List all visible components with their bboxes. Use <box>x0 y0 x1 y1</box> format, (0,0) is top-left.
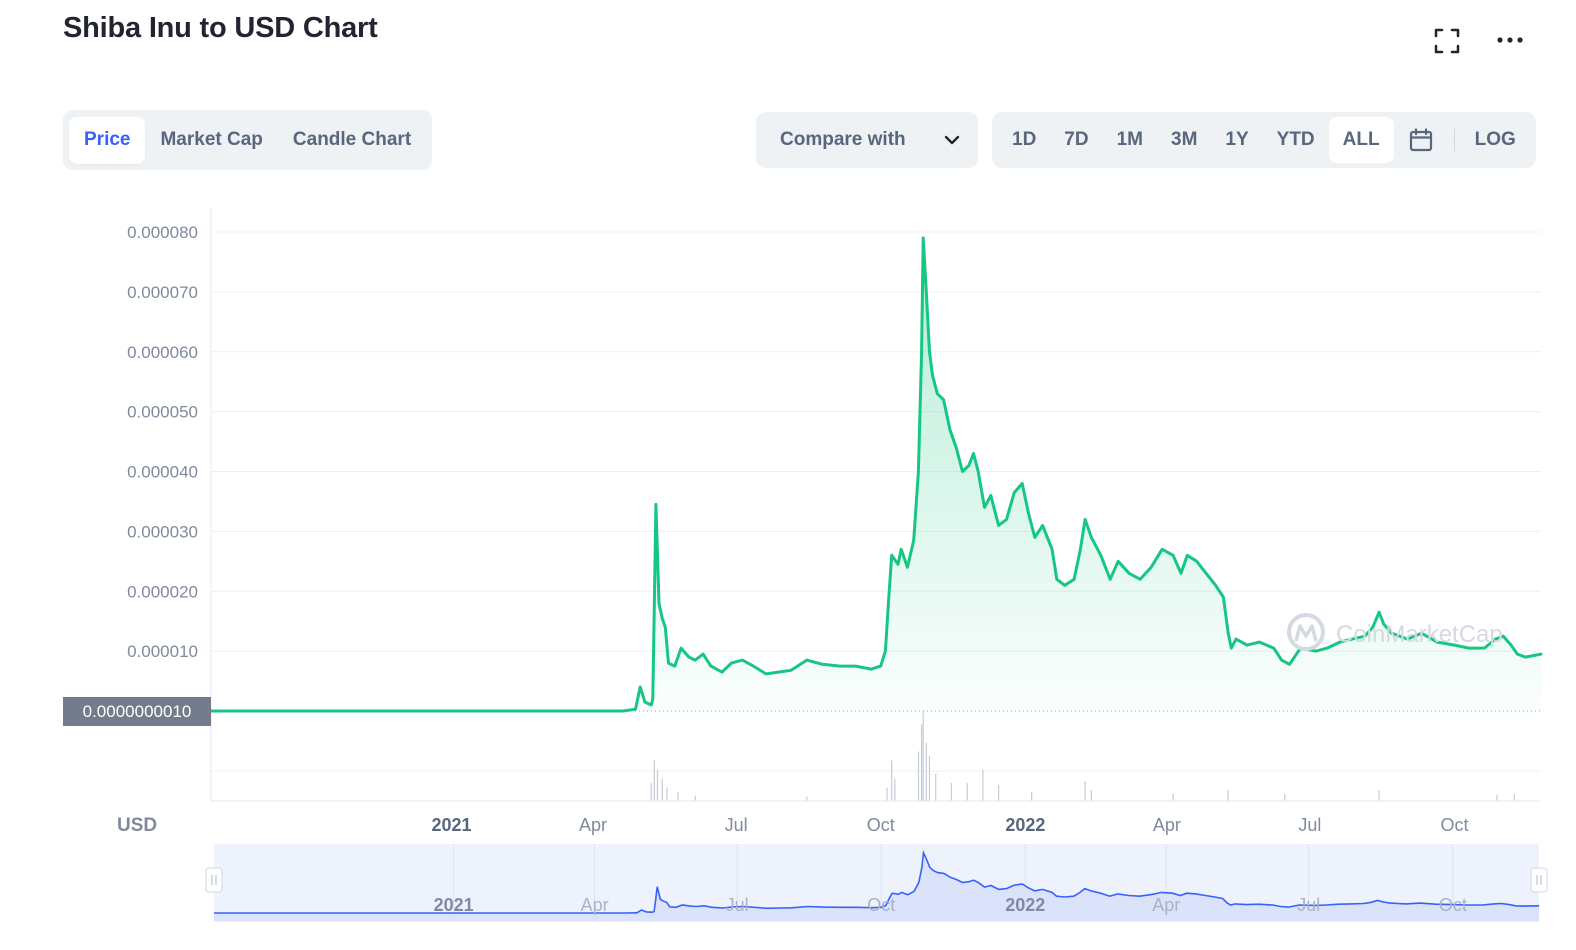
page-title: Shiba Inu to USD Chart <box>63 12 378 44</box>
watermark-text: CoinMarketCap <box>1336 621 1503 648</box>
volume-bar <box>653 760 655 801</box>
navigator-tick-label: Oct <box>867 895 895 915</box>
volume-bar <box>694 795 696 801</box>
chevron-down-icon <box>944 135 960 145</box>
volume-bar <box>925 742 927 801</box>
volume-bar <box>1090 790 1092 801</box>
price-area-fill <box>211 238 1541 711</box>
current-price-label: 0.0000000010 <box>83 702 192 721</box>
range-all[interactable]: ALL <box>1328 117 1394 163</box>
volume-bar <box>1513 793 1515 801</box>
volume-bar <box>982 769 984 801</box>
navigator-line <box>214 849 1539 914</box>
navigator-tick-label: Oct <box>1439 895 1467 915</box>
navigator-tick-label: Apr <box>581 895 609 915</box>
volume-bars <box>650 711 1515 801</box>
calendar-icon <box>1409 128 1432 152</box>
y-tick-label: 0.000060 <box>127 343 198 362</box>
watermark: CoinMarketCap <box>1287 613 1503 651</box>
volume-bar <box>998 784 1000 801</box>
log-scale-toggle[interactable]: LOG <box>1474 129 1516 150</box>
navigator-tick-label: 2022 <box>1005 895 1045 915</box>
compare-with-dropdown[interactable]: Compare with <box>756 112 978 168</box>
tab-price[interactable]: Price <box>69 116 146 164</box>
volume-bar <box>677 792 679 801</box>
volume-bar <box>917 751 920 801</box>
x-tick-label: Apr <box>1153 815 1181 835</box>
coinmarketcap-logo-icon <box>1287 613 1325 651</box>
navigator-ticks: 2021 Apr Jul Oct 2022 Apr Jul Oct <box>434 895 1467 915</box>
fullscreen-icon <box>1434 28 1460 54</box>
currency-unit-label: USD <box>117 815 157 836</box>
volume-bar <box>1172 793 1174 801</box>
x-axis-ticks: 2021 Apr Jul Oct 2022 Apr Jul Oct <box>432 815 1469 835</box>
y-tick-label: 0.000040 <box>127 463 198 482</box>
y-tick-label: 0.000020 <box>127 582 198 601</box>
y-tick-label: 0.000030 <box>127 522 198 541</box>
x-tick-label: 2021 <box>432 815 472 835</box>
volume-bar <box>950 783 953 801</box>
navigator-tick-label: Apr <box>1152 895 1180 915</box>
volume-bar <box>1378 790 1380 801</box>
tab-market-cap[interactable]: Market Cap <box>160 129 263 150</box>
volume-bar <box>650 783 652 801</box>
price-series-line <box>209 236 1543 713</box>
volume-bar <box>891 760 893 801</box>
tab-candle-chart[interactable]: Candle Chart <box>292 129 412 150</box>
chart-type-tabs: Price Market Cap Candle Chart <box>63 110 433 170</box>
volume-bar <box>806 796 808 801</box>
volume-bar <box>656 769 659 801</box>
range-navigator[interactable]: 2021 Apr Jul Oct 2022 Apr Jul Oct <box>205 844 1548 922</box>
volume-bar <box>920 724 923 801</box>
navigator-tick-label: Jul <box>726 895 749 915</box>
more-options-button[interactable] <box>1494 28 1528 52</box>
x-tick-label: Jul <box>1298 815 1321 835</box>
x-tick-label: Oct <box>867 815 895 835</box>
x-tick-label: Oct <box>1441 815 1469 835</box>
y-tick-label: 0.000050 <box>127 403 198 422</box>
y-axis-ticks: 0.000080 0.000070 0.000060 0.000050 0.000040… <box>127 223 198 661</box>
range-7d[interactable]: 7D <box>1064 129 1089 150</box>
volume-bar <box>966 783 968 801</box>
current-price-tag: 0.0000000010 <box>63 697 211 726</box>
more-horizontal-icon <box>1497 37 1523 43</box>
grid-lines <box>211 231 1541 772</box>
range-1d[interactable]: 1D <box>1012 129 1037 150</box>
range-1m[interactable]: 1M <box>1116 129 1143 150</box>
volume-bar <box>1227 790 1229 801</box>
navigator-handle-right[interactable] <box>1530 867 1548 893</box>
x-tick-label: 2022 <box>1005 815 1045 835</box>
x-tick-label: Apr <box>579 815 607 835</box>
navigator-tick-label: 2021 <box>434 895 474 915</box>
x-tick-label: Jul <box>725 815 748 835</box>
y-tick-label: 0.000070 <box>127 283 198 302</box>
volume-bar <box>935 774 937 801</box>
volume-bar <box>666 787 668 801</box>
volume-bar <box>1084 781 1086 801</box>
volume-bar <box>894 778 896 801</box>
range-ytd[interactable]: YTD <box>1276 129 1315 150</box>
volume-bar <box>1031 792 1033 801</box>
range-3m[interactable]: 3M <box>1171 129 1198 150</box>
navigator-area <box>214 852 1539 921</box>
compare-with-label: Compare with <box>780 129 906 150</box>
volume-bar <box>886 787 888 801</box>
volume-bar <box>1496 794 1498 801</box>
volume-bar <box>1284 793 1286 801</box>
navigator-handle-left[interactable] <box>205 867 223 893</box>
fullscreen-button[interactable] <box>1432 26 1462 56</box>
range-1y[interactable]: 1Y <box>1225 129 1249 150</box>
volume-bar <box>922 711 924 801</box>
navigator-tick-label: Jul <box>1297 895 1320 915</box>
y-tick-label: 0.000010 <box>127 642 198 661</box>
toolbar-divider <box>1453 129 1455 151</box>
date-range-button[interactable] <box>1394 117 1448 163</box>
volume-bar <box>661 778 663 801</box>
y-tick-label: 0.000080 <box>127 223 198 242</box>
time-range-tabs: 1D 7D 1M 3M 1Y YTD ALL LOG <box>992 112 1536 168</box>
volume-bar <box>928 756 931 801</box>
